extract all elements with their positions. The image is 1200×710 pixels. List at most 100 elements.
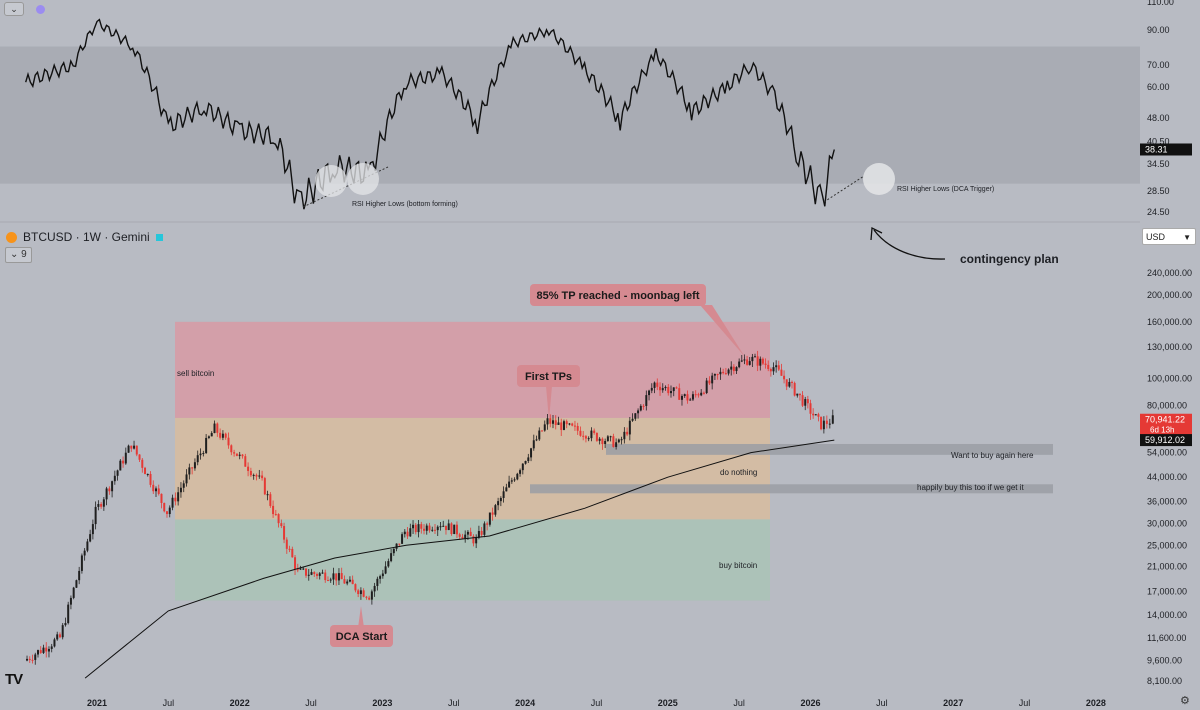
- candle-body: [598, 438, 601, 441]
- candle-body: [767, 364, 770, 370]
- candle-body: [116, 470, 119, 476]
- candle-body: [329, 579, 332, 581]
- dca-start-callout: DCA Start: [330, 606, 393, 647]
- candle-body: [144, 467, 147, 475]
- candle-body: [78, 570, 81, 581]
- candle-body: [604, 440, 607, 445]
- candle-body: [202, 453, 205, 455]
- candle-body: [672, 387, 675, 392]
- candle-body: [210, 433, 213, 437]
- candle-body: [686, 394, 689, 401]
- rsi-annotation-right: RSI Higher Lows (DCA Trigger): [897, 186, 994, 193]
- first-tps-callout-label: First TPs: [525, 371, 572, 383]
- candle-body: [390, 553, 393, 562]
- candle-body: [381, 573, 384, 577]
- candle-body: [791, 381, 794, 383]
- candle-body: [216, 423, 219, 433]
- candle-body: [683, 394, 686, 397]
- time-axis-label: 2025: [658, 698, 678, 708]
- candle-body: [346, 581, 349, 584]
- collapse-button[interactable]: ⌄: [4, 2, 24, 16]
- buy-again-label: Want to buy again here: [951, 451, 1034, 460]
- time-axis-label: Jul: [163, 698, 175, 708]
- candle-body: [299, 568, 302, 570]
- candle-body: [94, 506, 97, 525]
- candle-body: [288, 548, 291, 550]
- rsi-axis-label: 40.50: [1147, 137, 1170, 147]
- price-axis-label: 17,000.00: [1147, 587, 1187, 597]
- rsi-current-tag-bg: [1140, 143, 1192, 156]
- first-tps-callout-box: [517, 365, 580, 387]
- buy-again-level: [606, 443, 1053, 455]
- rsi-axis-label: 24.50: [1147, 207, 1170, 217]
- candle-body: [100, 504, 103, 507]
- candle-body: [45, 647, 48, 652]
- candle-body: [398, 543, 401, 545]
- candle-body: [584, 436, 587, 439]
- gear-icon[interactable]: ⚙: [1180, 695, 1190, 707]
- symbol-label: BTCUSD · 1W · Gemini: [23, 230, 150, 244]
- candle-body: [185, 474, 188, 484]
- candle-body: [609, 436, 612, 438]
- first-tps-callout: First TPs: [517, 365, 580, 420]
- indicators-toggle[interactable]: ⌄ 9: [5, 247, 32, 263]
- candle-body: [280, 523, 283, 527]
- candle-body: [461, 536, 464, 539]
- candle-body: [634, 413, 637, 419]
- bitcoin-icon: [6, 231, 17, 243]
- candle-body: [83, 550, 86, 556]
- candle-body: [124, 452, 127, 464]
- candle-body: [53, 639, 56, 647]
- candle-body: [541, 430, 544, 432]
- candle-body: [168, 507, 171, 515]
- currency-select[interactable]: USD ▼: [1142, 228, 1196, 245]
- price-axis-label: 21,000.00: [1147, 561, 1187, 571]
- candle-body: [241, 454, 244, 457]
- candle-body: [307, 574, 310, 576]
- candle-body: [376, 578, 379, 586]
- candle-body: [491, 512, 494, 515]
- candle-body: [788, 381, 791, 387]
- candle-body: [748, 361, 751, 365]
- candle-body: [505, 487, 508, 492]
- sell-zone-label: sell bitcoin: [177, 369, 214, 378]
- candle-body: [571, 423, 574, 426]
- candle-body: [384, 566, 387, 574]
- candle-body: [244, 456, 247, 467]
- candle-body: [582, 435, 585, 437]
- candle-body: [127, 445, 130, 453]
- symbol-legend[interactable]: BTCUSD · 1W · Gemini: [6, 229, 163, 245]
- candle-body: [433, 529, 436, 531]
- rsi-current-tag: 38.31: [1145, 144, 1168, 154]
- candle-body: [469, 531, 472, 537]
- buy-zone: [175, 519, 770, 601]
- candle-body: [472, 536, 475, 544]
- candle-body: [199, 453, 202, 456]
- price-axis-label: 36,000.00: [1147, 496, 1187, 506]
- candle-body: [417, 524, 420, 533]
- candle-body: [631, 418, 634, 421]
- time-axis-label: 2028: [1086, 698, 1106, 708]
- currency-label: USD: [1146, 232, 1166, 242]
- candle-body: [814, 414, 817, 416]
- candle-body: [227, 437, 230, 446]
- candle-body: [573, 425, 576, 427]
- candle-body: [335, 573, 338, 581]
- candle-body: [321, 572, 324, 574]
- candle-body: [414, 524, 417, 533]
- candle-body: [221, 433, 224, 438]
- candle-body: [546, 418, 549, 425]
- candle-body: [296, 569, 299, 571]
- price-axis-label: 200,000.00: [1147, 290, 1192, 300]
- candle-body: [91, 524, 94, 535]
- candle-body: [697, 394, 700, 396]
- candle-body: [436, 526, 439, 531]
- price-axis-label: 54,000.00: [1147, 448, 1187, 458]
- candle-body: [174, 497, 177, 502]
- price-axis-label: 25,000.00: [1147, 540, 1187, 550]
- candle-body: [653, 382, 656, 388]
- candle-body: [494, 505, 497, 515]
- moonbag-callout: 85% TP reached - moonbag left: [530, 284, 706, 306]
- candle-body: [56, 634, 59, 640]
